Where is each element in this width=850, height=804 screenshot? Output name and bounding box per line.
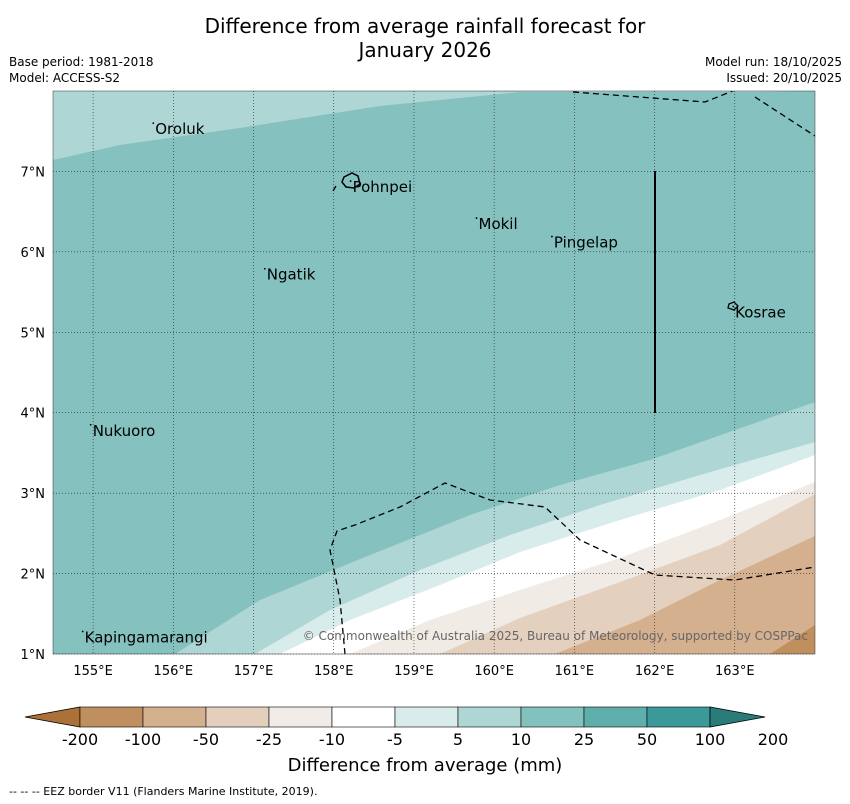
model-run-label: Model run: 18/10/2025: [704, 55, 842, 69]
place-label: Pingelap: [554, 234, 618, 252]
latitude-tick-label: 7°N: [21, 165, 46, 180]
colorbar-swatch: [583, 706, 648, 728]
place-label: Kosrae: [735, 304, 786, 322]
latitude-tick-label: 6°N: [21, 246, 46, 261]
longitude-tick-label: 162°E: [635, 664, 675, 679]
latitude-tick-label: 1°N: [21, 648, 46, 663]
colorbar-tick-label: -5: [387, 730, 403, 749]
rainfall-anomaly-field: [53, 91, 815, 654]
region-10-25-north: [53, 91, 815, 160]
colorbar: -200 -100 -50 -25 -10 -5 5 10 25 50 100 200: [24, 706, 789, 749]
place-label: Pohnpei: [353, 178, 413, 196]
colorbar-swatch: [79, 706, 144, 728]
place-label: Kapingamarangi: [85, 628, 208, 646]
longitude-tick-label: 159°E: [394, 664, 434, 679]
eez-border-pohnpei: [332, 185, 337, 192]
eez-border-northeast: [754, 96, 815, 137]
copyright-notice: © Commonwealth of Australia 2025, Bureau…: [303, 629, 808, 643]
colorbar-tick-label: 100: [695, 730, 726, 749]
colorbar-title: Difference from average (mm): [287, 755, 563, 776]
colorbar-swatch: [205, 706, 270, 728]
colorbar-tick-label: 5: [453, 730, 463, 749]
longitude-tick-label: 156°E: [154, 664, 194, 679]
longitude-tick-label: 160°E: [474, 664, 514, 679]
place-label: Nukuoro: [93, 422, 156, 440]
region-minus-100: [770, 625, 815, 654]
longitude-tick-label: 163°E: [715, 664, 755, 679]
longitude-tick-label: 155°E: [73, 664, 113, 679]
colorbar-tick-label: -100: [125, 730, 161, 749]
place-marker: [89, 423, 92, 426]
colorbar-tick-label: 25: [574, 730, 594, 749]
eez-border-source-note: -- -- -- EEZ border V11 (Flanders Marine…: [9, 785, 318, 798]
place-marker: [263, 267, 266, 270]
latitude-tick-label: 3°N: [21, 487, 46, 502]
pohnpei-island-outline: [341, 172, 361, 189]
colorbar-tick-label: -200: [62, 730, 98, 749]
eez-border-south: [329, 482, 815, 654]
base-period-label: Base period: 1981-2018: [9, 55, 154, 69]
place-marker: [475, 217, 478, 219]
colorbar-swatch: [457, 706, 522, 728]
colorbar-extend-high: [709, 706, 766, 728]
latitude-tick-label: 2°N: [21, 568, 46, 583]
latitude-tick-label: 4°N: [21, 407, 46, 422]
colorbar-tick-label: -10: [319, 730, 345, 749]
place-labels: Oroluk Pohnpei Mokil Pingelap Ngatik Kosrae Nu…: [81, 120, 786, 646]
place-marker: [81, 630, 84, 633]
colorbar-swatch: [394, 706, 459, 728]
latitude-labels: 7°N 6°N 5°N 4°N 3°N 2°N 1°N: [21, 165, 46, 663]
longitude-tick-label: 157°E: [234, 664, 274, 679]
place-label: Ngatik: [267, 266, 316, 284]
place-marker: [349, 180, 352, 182]
place-marker: [732, 305, 735, 308]
colorbar-swatch: [331, 706, 396, 728]
place-label: Mokil: [479, 215, 518, 233]
place-marker: [152, 122, 155, 125]
region-minus-50: [555, 536, 815, 654]
colorbar-tick-label: 50: [637, 730, 657, 749]
colorbar-tick-label: 200: [758, 730, 789, 749]
longitude-labels: 155°E 156°E 157°E 158°E 159°E 160°E 161°E 162°E…: [73, 664, 754, 679]
longitude-tick-label: 158°E: [314, 664, 354, 679]
latitude-tick-label: 5°N: [21, 326, 46, 341]
colorbar-tick-label: -50: [193, 730, 219, 749]
place-label: Oroluk: [155, 120, 204, 138]
colorbar-swatch: [646, 706, 711, 728]
colorbar-swatch: [142, 706, 207, 728]
map-frame: [52, 90, 816, 655]
longitude-tick-label: 161°E: [555, 664, 595, 679]
colorbar-tick-label: -25: [256, 730, 282, 749]
colorbar-extend-low: [24, 706, 81, 728]
title-line-1: Difference from average rainfall forecas…: [204, 14, 646, 38]
colorbar-tick-label: 10: [511, 730, 531, 749]
colorbar-swatch: [268, 706, 333, 728]
kosrae-island-outline: [727, 301, 739, 311]
issued-label: Issued: 20/10/2025: [726, 71, 842, 85]
title-line-2: January 2026: [358, 38, 492, 62]
eez-borders: [329, 91, 815, 654]
eez-border-north: [572, 91, 735, 103]
colorbar-swatch: [520, 706, 585, 728]
model-label: Model: ACCESS-S2: [9, 71, 121, 85]
place-marker: [551, 235, 553, 238]
